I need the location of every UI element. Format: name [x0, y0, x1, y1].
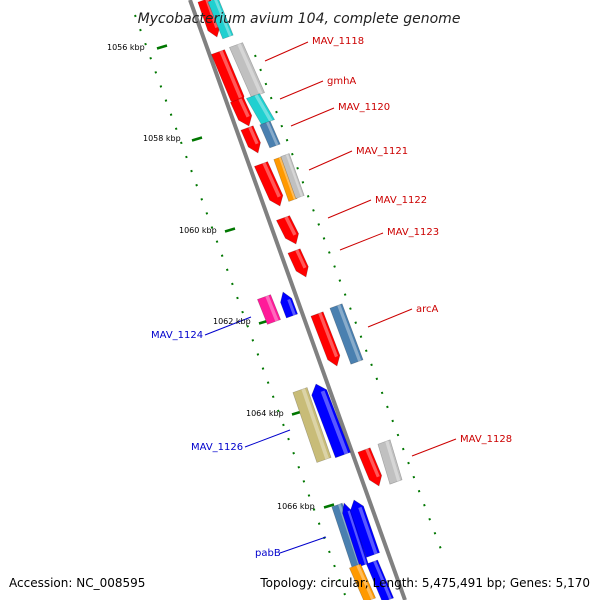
gene-label-arca[interactable]: arcA	[416, 304, 439, 315]
gene-feature[interactable]	[280, 291, 298, 319]
gene-feature-highlight	[238, 98, 250, 118]
gene-feature-highlight	[248, 126, 259, 145]
label-leader-line	[264, 41, 309, 62]
gene-label-mav-1121[interactable]: MAV_1121	[356, 146, 408, 157]
gene-feature[interactable]	[240, 125, 261, 154]
gene-feature[interactable]	[349, 499, 380, 558]
gene-feature[interactable]	[287, 248, 309, 278]
gene-feature[interactable]	[329, 303, 364, 365]
label-leader-line	[308, 150, 353, 171]
gene-feature-highlight	[365, 448, 380, 478]
accession-text: Accession: NC_008595	[9, 576, 145, 590]
gene-feature-highlight	[262, 162, 281, 198]
gene-feature-highlight	[214, 0, 232, 37]
gene-feature-highlight	[337, 304, 362, 362]
gene-label-gmha[interactable]: gmhA	[327, 76, 356, 87]
gene-feature[interactable]	[292, 387, 332, 463]
gene-feature-highlight	[219, 50, 243, 99]
gene-feature[interactable]	[253, 161, 284, 207]
gene-feature[interactable]	[229, 97, 253, 127]
label-leader-line	[279, 536, 327, 554]
kbp-tick	[156, 44, 168, 50]
label-leader-line	[244, 429, 291, 448]
label-leader-line	[290, 107, 335, 127]
gene-feature-highlight	[385, 440, 401, 482]
gene-label-mav-1124[interactable]: MAV_1124	[151, 330, 203, 341]
gene-feature[interactable]	[342, 502, 369, 567]
gene-feature-highlight	[318, 312, 339, 358]
gene-feature[interactable]	[207, 0, 234, 40]
gene-feature[interactable]	[357, 447, 383, 487]
map-layer	[134, 0, 457, 600]
label-leader-line	[204, 316, 252, 336]
gene-feature[interactable]	[275, 215, 299, 245]
label-leader-line	[339, 232, 384, 251]
gene-feature-highlight	[285, 153, 303, 197]
gene-feature-highlight	[320, 390, 349, 455]
gene-feature[interactable]	[377, 439, 403, 485]
gene-label-mav-1126[interactable]: MAV_1126	[191, 442, 243, 453]
gene-features	[197, 0, 403, 600]
gene-feature-highlight	[254, 94, 273, 122]
kbp-label-1060: 1060 kbp	[179, 226, 217, 235]
label-leader-line	[279, 80, 324, 100]
label-leaders	[204, 41, 457, 554]
gene-feature-highlight	[358, 506, 378, 555]
gene-feature-highlight	[284, 216, 297, 236]
kbp-label-1066: 1066 kbp	[277, 502, 315, 511]
gene-feature-highlight	[347, 510, 367, 565]
gene-label-mav-1120[interactable]: MAV_1120	[338, 102, 390, 113]
gene-label-mav-1123[interactable]: MAV_1123	[387, 227, 439, 238]
gene-feature-highlight	[265, 295, 279, 322]
gene-label-pabb[interactable]: pabB	[255, 548, 281, 559]
kbp-tick	[323, 503, 335, 509]
gene-feature-highlight	[301, 388, 329, 460]
gene-feature-highlight	[266, 121, 279, 146]
kbp-label-1062: 1062 kbp	[213, 317, 251, 326]
label-leader-line	[327, 199, 372, 219]
gene-feature-highlight	[237, 43, 263, 95]
gene-feature[interactable]	[366, 559, 394, 600]
gene-label-mav-1122[interactable]: MAV_1122	[375, 195, 427, 206]
kbp-tick	[224, 227, 236, 233]
gene-feature[interactable]	[311, 383, 351, 459]
gene-feature[interactable]	[348, 563, 377, 600]
gene-feature[interactable]	[280, 153, 305, 199]
kbp-label-1064: 1064 kbp	[246, 409, 284, 418]
map-title: Mycobacterium avium 104, complete genome	[138, 11, 461, 27]
genome-backbone	[188, 0, 407, 600]
kbp-ticks	[156, 44, 335, 509]
gene-feature[interactable]	[259, 120, 281, 149]
gene-label-mav-1118[interactable]: MAV_1118	[312, 36, 364, 47]
label-leader-line	[367, 308, 413, 328]
gene-feature[interactable]	[310, 311, 341, 367]
gene-feature-highlight	[205, 0, 219, 29]
gene-feature-highlight	[287, 298, 296, 316]
gene-feature-highlight	[373, 560, 392, 600]
gene-feature-highlight	[278, 156, 296, 200]
topology-text: Topology: circular; Length: 5,475,491 bp…	[259, 576, 590, 590]
gene-feature-highlight	[295, 249, 307, 269]
kbp-tick	[191, 136, 203, 142]
gene-label-mav-1128[interactable]: MAV_1128	[460, 434, 512, 445]
gene-feature[interactable]	[257, 294, 281, 325]
label-leader-line	[411, 438, 457, 457]
kbp-label-1056: 1056 kbp	[107, 43, 145, 52]
kbp-label-1058: 1058 kbp	[143, 134, 181, 143]
gene-feature-highlight	[356, 564, 374, 600]
